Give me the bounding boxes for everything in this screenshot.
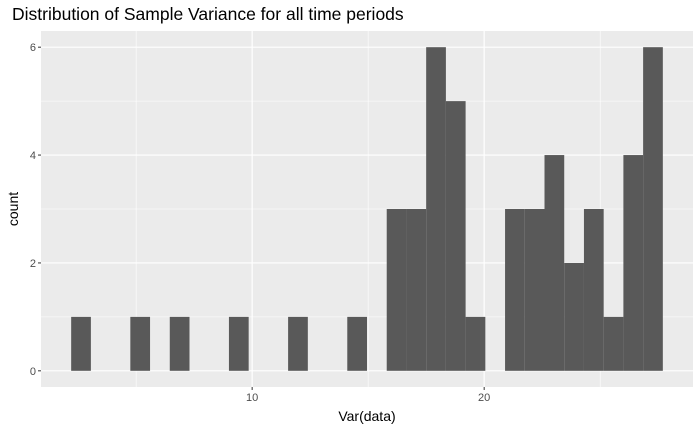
- chart-title: Distribution of Sample Variance for all …: [12, 4, 404, 24]
- y-tick-label: 4: [30, 150, 36, 162]
- histogram-bar: [623, 155, 644, 371]
- histogram-bar: [71, 316, 91, 371]
- histogram-bar: [643, 47, 663, 371]
- y-tick-label: 6: [30, 42, 36, 54]
- y-axis-title: count: [5, 192, 21, 226]
- y-axis: 0 2 4 6: [30, 42, 41, 378]
- x-axis-title: Var(data): [338, 408, 395, 424]
- y-tick-label: 2: [30, 258, 36, 270]
- histogram-bar: [386, 209, 407, 371]
- histogram-bar: [426, 47, 446, 371]
- histogram-bar: [603, 316, 624, 371]
- histogram-bars: [71, 47, 663, 371]
- histogram-bar: [347, 316, 367, 371]
- y-tick-label: 0: [30, 366, 36, 378]
- x-tick-label: 20: [478, 392, 490, 404]
- histogram-bar: [228, 316, 249, 371]
- histogram-bar: [288, 316, 308, 371]
- histogram-bar: [406, 209, 427, 371]
- histogram-bar: [524, 209, 545, 371]
- histogram-bar: [505, 209, 525, 371]
- histogram-bar: [564, 262, 584, 371]
- histogram-bar: [465, 316, 486, 371]
- histogram-bar: [544, 155, 565, 371]
- histogram-bar: [445, 101, 466, 371]
- x-tick-label: 10: [246, 392, 258, 404]
- x-axis: 10 20: [246, 387, 490, 404]
- histogram-bar: [169, 316, 190, 371]
- histogram-bar: [583, 209, 604, 371]
- histogram-bar: [130, 316, 151, 371]
